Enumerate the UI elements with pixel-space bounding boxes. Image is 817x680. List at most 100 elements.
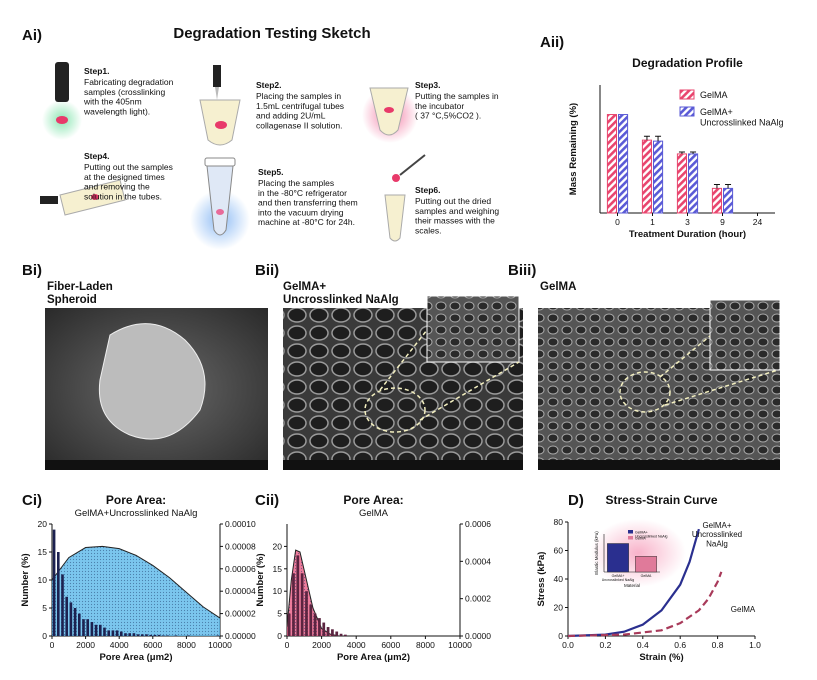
line [567, 528, 700, 638]
inset-category: GelMA+ Uncrosslinked NaAlg [602, 574, 635, 582]
error-bar [713, 183, 720, 189]
error-bar [690, 151, 697, 154]
y-tick-label: 80 [554, 517, 564, 527]
histogram-bar [94, 624, 98, 636]
x-tick-label: 0 [285, 640, 290, 650]
histogram-bar [300, 573, 304, 636]
y-axis-label: Number (%) [20, 553, 31, 606]
step-name: Step5. [258, 167, 284, 177]
chart-title: Stress-Strain Curve [605, 493, 717, 507]
y2-tick-label: 0.00000 [225, 631, 256, 641]
histogram-bar [111, 630, 115, 636]
step-text: Fabricating degradation samples (crosslin… [83, 77, 174, 116]
chart-title: Pore Area: [343, 493, 403, 507]
inset-legend-label: GelMA [635, 537, 646, 541]
step-text: Placing the samples in 1.5mL centrifugal … [256, 91, 344, 130]
histogram-bar [65, 596, 68, 636]
y-tick-label: 15 [38, 547, 48, 557]
y-tick-label: 20 [273, 541, 283, 551]
panel-label: D) [568, 492, 584, 509]
panel-label: Bii) [255, 262, 279, 279]
histogram-bar [124, 633, 127, 636]
density-line [51, 545, 221, 619]
x-tick-label: 4000 [347, 640, 366, 650]
panel-label: Bi) [22, 262, 42, 279]
step-illustrations [40, 62, 426, 250]
x-tick-label: 0.6 [674, 640, 686, 650]
histogram-bar [149, 634, 152, 636]
step-text: Putting out the samples at the designed t… [84, 162, 173, 201]
y2-tick-label: 0.0000 [465, 631, 491, 641]
bar [653, 140, 664, 214]
step-text: Placing the samples in the -80°C refriger… [258, 178, 358, 227]
x-tick-label: 1 [650, 217, 655, 227]
y2-tick-label: 0.00006 [225, 564, 256, 574]
error-bar [678, 151, 685, 154]
histogram-bar [309, 604, 313, 636]
x-tick-label: 10000 [448, 640, 472, 650]
sem-image [538, 299, 781, 470]
legend-label: GelMA+ Uncrosslinked NaAlg [700, 107, 784, 127]
step-name: Step3. [415, 80, 441, 90]
series-label: GelMA+ Uncrosslinked NaAlg [692, 521, 742, 548]
inset-legend-label: GelMA+ Uncrosslinked NaAlg [635, 531, 668, 539]
inset-legend-swatch [628, 530, 633, 534]
error-bar [643, 135, 650, 141]
histogram-bar [73, 608, 77, 636]
y-tick-label: 15 [273, 564, 283, 574]
legend-swatch [679, 89, 695, 100]
bar [641, 139, 653, 214]
error-bar [725, 183, 732, 189]
y-tick-label: 60 [554, 546, 564, 556]
x-tick-label: 0.2 [599, 640, 611, 650]
histogram-bar [69, 602, 73, 636]
step-name: Step2. [256, 80, 282, 90]
chart-title: Pore Area: [106, 493, 166, 507]
histogram-bar [162, 635, 165, 636]
histogram-bar [136, 634, 140, 636]
histogram-bar [339, 633, 343, 636]
panel-title: Degradation Testing Sketch [173, 25, 370, 42]
y2-tick-label: 0.0002 [465, 594, 491, 604]
bar [688, 153, 699, 214]
sem-image [283, 295, 523, 470]
y2-tick-label: 0.00002 [225, 609, 256, 619]
histogram-bar [78, 613, 81, 636]
x-tick-label: 0.0 [562, 640, 574, 650]
inset-bar [607, 543, 629, 573]
y-tick-label: 20 [38, 519, 48, 529]
y-tick-label: 5 [42, 603, 47, 613]
bar [618, 114, 629, 214]
x-tick-label: 0 [615, 217, 620, 227]
density-area [52, 546, 220, 636]
x-tick-label: 8000 [177, 640, 196, 650]
histogram-bar [99, 624, 102, 636]
histogram-bar [344, 634, 347, 636]
histogram-bar [120, 631, 123, 636]
x-tick-label: 0.8 [712, 640, 724, 650]
histogram-bar [326, 627, 330, 636]
inset-bar [635, 556, 657, 573]
histogram-bar [305, 591, 308, 636]
histogram-bar [128, 633, 131, 636]
density-area [287, 550, 339, 636]
inset-glow [590, 519, 686, 587]
chart-title: Degradation Profile [632, 56, 743, 70]
image-title: Fiber-Laden Spheroid [47, 281, 113, 306]
y2-tick-label: 0.00008 [225, 541, 256, 551]
histogram-bar [166, 635, 169, 636]
sem-image [45, 308, 268, 470]
histogram-bar [107, 630, 110, 636]
histogram-bar [90, 622, 94, 636]
x-axis-label: Pore Area (μm2) [99, 652, 172, 663]
x-tick-label: 6000 [381, 640, 400, 650]
panel-label: Aii) [540, 34, 564, 51]
histogram-bar [141, 634, 144, 636]
histogram-bar [157, 634, 161, 636]
y-tick-label: 0 [277, 631, 282, 641]
step-text: Putting out the dried samples and weighin… [415, 196, 499, 235]
step-name: Step1. [84, 66, 110, 76]
y-tick-label: 10 [273, 586, 283, 596]
image-title: GelMA [540, 281, 576, 293]
histogram-bar [61, 574, 64, 636]
